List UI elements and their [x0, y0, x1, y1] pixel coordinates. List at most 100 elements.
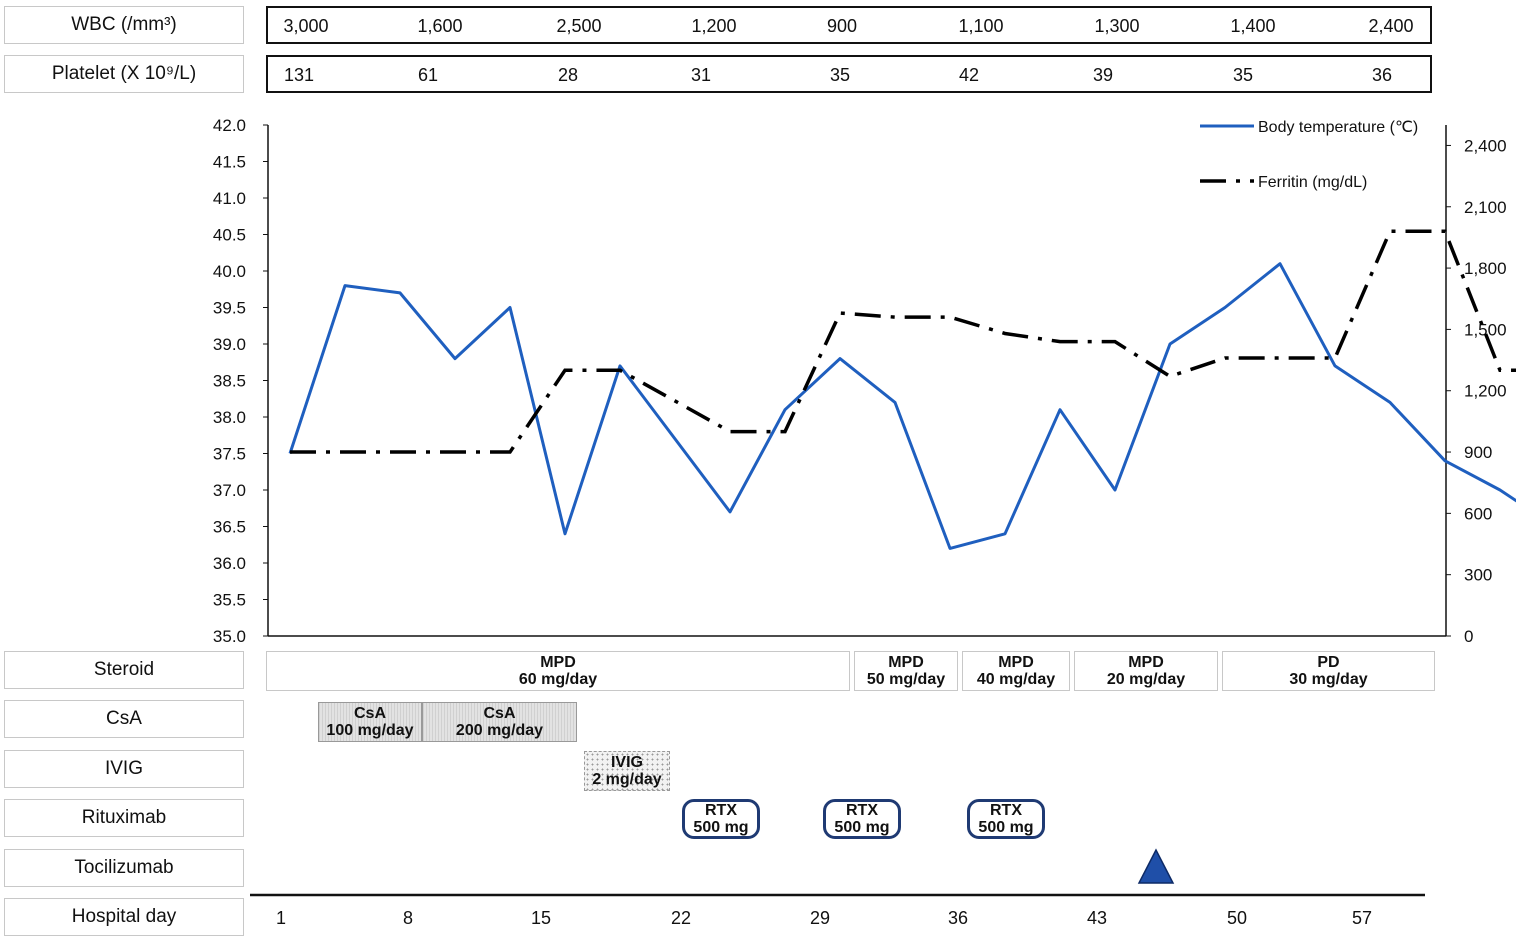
rtx-dose-2: RTX 500 mg [823, 799, 901, 839]
steroid-segment-pd-30: PD 30 mg/day [1222, 651, 1435, 691]
left-tick-label: 35.0 [213, 627, 246, 645]
right-tick-label: 0 [1464, 627, 1473, 645]
steroid-segment-mpd-40: MPD 40 mg/day [962, 651, 1070, 691]
segment-drug: MPD [1128, 654, 1164, 671]
temperature-ferritin-chart: 35.0 35.5 36.0 36.5 37.0 37.5 38.0 38.5 39.0 39.5… [213, 116, 1516, 645]
hospital-day-tick: 57 [1351, 908, 1373, 928]
hospital-day-tick: 50 [1226, 908, 1248, 928]
platelet-value: 36 [1371, 65, 1393, 85]
wbc-value: 1,400 [1230, 16, 1276, 36]
segment-drug: PD [1317, 654, 1340, 671]
platelet-values-box: 131 61 28 31 35 42 39 35 36 [266, 55, 1432, 93]
legend: Body temperature (℃) Ferritin (mg/dL) [1200, 119, 1418, 191]
segment-drug: MPD [540, 654, 576, 671]
segment-drug: CsA [353, 705, 386, 722]
rtx-drug: RTX [846, 802, 878, 819]
segment-dose: 100 mg/day [326, 722, 414, 739]
platelet-label: Platelet (X 10⁹/L) [4, 55, 244, 93]
wbc-value: 3,000 [283, 16, 329, 36]
rtx-dose: 500 mg [978, 819, 1034, 836]
ferritin-series-line [290, 229, 1516, 454]
segment-dose: 30 mg/day [1289, 671, 1368, 688]
tocilizumab-and-day-axis [250, 848, 1425, 897]
left-tick-label: 41.0 [213, 189, 246, 208]
rtx-dose-3: RTX 500 mg [967, 799, 1045, 839]
left-tick-label: 42.0 [213, 116, 246, 135]
rtx-dose: 500 mg [693, 819, 749, 836]
left-tick-label: 35.5 [213, 591, 246, 610]
csa-label: CsA [4, 700, 244, 738]
platelet-value: 31 [690, 65, 712, 85]
wbc-value: 1,300 [1094, 16, 1140, 36]
wbc-values-box: 3,000 1,600 2,500 1,200 900 1,100 1,300 1,400 2,… [266, 6, 1432, 44]
segment-dose: 40 mg/day [976, 671, 1056, 688]
csa-segment-100: CsA 100 mg/day [318, 702, 422, 742]
right-tick-label: 1,200 [1464, 382, 1507, 401]
legend-ferritin-label: Ferritin (mg/dL) [1258, 174, 1367, 191]
left-tick-label: 38.5 [213, 372, 246, 391]
right-tick-label: 900 [1464, 443, 1492, 462]
wbc-value: 2,400 [1368, 16, 1414, 36]
left-tick-label: 36.0 [213, 554, 246, 573]
ivig-label: IVIG [4, 750, 244, 788]
right-tick-label: 600 [1464, 504, 1492, 523]
right-tick-label: 1,800 [1464, 259, 1507, 278]
steroid-label: Steroid [4, 651, 244, 689]
right-tick-label: 2,100 [1464, 198, 1507, 217]
hospital-day-tick: 29 [809, 908, 831, 928]
left-tick-label: 39.5 [213, 299, 246, 318]
platelet-value: 35 [1232, 65, 1254, 85]
left-tick-label: 40.5 [213, 226, 246, 245]
left-tick-label: 38.0 [213, 408, 246, 427]
segment-dose: 60 mg/day [518, 671, 598, 688]
ivig-segment: IVIG 2 mg/day [584, 751, 670, 791]
hospital-day-tick: 1 [275, 908, 287, 928]
rtx-drug: RTX [705, 802, 737, 819]
left-tick-label: 41.5 [213, 153, 246, 172]
left-tick-label: 37.5 [213, 445, 246, 464]
legend-temperature-label: Body temperature (℃) [1258, 119, 1418, 136]
segment-dose: 2 mg/day [592, 771, 662, 788]
left-tick-label: 40.0 [213, 262, 246, 281]
csa-segment-200: CsA 200 mg/day [422, 702, 577, 742]
steroid-segment-mpd-50: MPD 50 mg/day [854, 651, 958, 691]
temperature-series-line [288, 262, 1516, 550]
segment-drug: CsA [483, 705, 516, 722]
tocilizumab-triangle-icon [1137, 848, 1175, 884]
hospital-day-tick: 43 [1086, 908, 1108, 928]
left-tick-label: 37.0 [213, 481, 246, 500]
right-tick-label: 1,500 [1464, 320, 1507, 339]
platelet-value: 131 [283, 65, 315, 85]
rituximab-label: Rituximab [4, 799, 244, 837]
hospital-day-tick: 8 [402, 908, 414, 928]
wbc-value: 2,500 [556, 16, 602, 36]
right-tick-label: 2,400 [1464, 136, 1507, 155]
rtx-dose: 500 mg [834, 819, 890, 836]
hospital-day-tick: 15 [530, 908, 552, 928]
steroid-segment-mpd-20: MPD 20 mg/day [1074, 651, 1218, 691]
platelet-value: 42 [958, 65, 980, 85]
steroid-segment-mpd-60: MPD 60 mg/day [266, 651, 850, 691]
platelet-value: 28 [557, 65, 579, 85]
right-axis: 0 300 600 900 1,200 1,500 1,800 2,100 2,400 [1445, 125, 1507, 645]
rtx-drug: RTX [990, 802, 1022, 819]
wbc-value: 900 [826, 16, 858, 36]
segment-dose: 20 mg/day [1106, 671, 1186, 688]
hospital-day-label: Hospital day [4, 898, 244, 936]
platelet-value: 35 [829, 65, 851, 85]
wbc-value: 1,200 [691, 16, 737, 36]
platelet-value: 39 [1092, 65, 1114, 85]
segment-drug: MPD [888, 654, 924, 671]
platelet-value: 61 [417, 65, 439, 85]
right-tick-label: 300 [1464, 566, 1492, 585]
segment-drug: IVIG [610, 754, 643, 771]
wbc-value: 1,600 [417, 16, 463, 36]
hospital-day-tick: 22 [670, 908, 692, 928]
rtx-dose-1: RTX 500 mg [682, 799, 760, 839]
wbc-label: WBC (/mm³) [4, 6, 244, 44]
hospital-day-tick: 36 [947, 908, 969, 928]
left-tick-label: 36.5 [213, 518, 246, 537]
series-lines [288, 229, 1516, 550]
left-tick-label: 39.0 [213, 335, 246, 354]
left-axis: 35.0 35.5 36.0 36.5 37.0 37.5 38.0 38.5 39.0 39.5… [213, 116, 1446, 645]
